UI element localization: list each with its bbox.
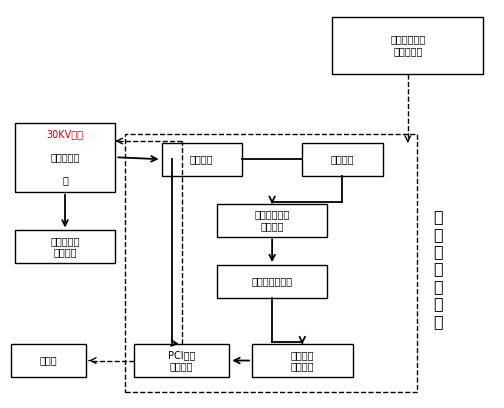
Bar	[15, 231, 115, 263]
Text: 源: 源	[62, 175, 68, 185]
Text: 小信号耦合装置: 小信号耦合装置	[251, 276, 293, 286]
Text: 30KV程控: 30KV程控	[46, 129, 84, 139]
Text: 多点信号
采集装置: 多点信号 采集装置	[290, 350, 314, 371]
Text: PCI远程
控制装置: PCI远程 控制装置	[168, 350, 196, 371]
Text: 程控宽程局部
放电校准仪: 程控宽程局部 放电校准仪	[390, 35, 425, 56]
Text: 高稳定度高压
分压装置: 高稳定度高压 分压装置	[255, 209, 290, 231]
Bar	[15, 123, 115, 192]
Bar	[333, 17, 483, 74]
Bar	[161, 143, 242, 175]
Bar	[11, 344, 86, 377]
Text: 高压直流电: 高压直流电	[50, 152, 80, 162]
Text: 无局放高压
电子开关: 无局放高压 电子开关	[50, 236, 80, 257]
Text: 信
号
采
集
子
系
统: 信 号 采 集 子 系 统	[433, 209, 443, 329]
Bar	[125, 134, 417, 392]
Bar	[217, 265, 328, 297]
Text: 上位机: 上位机	[40, 355, 57, 366]
Bar	[302, 143, 383, 175]
Bar	[134, 344, 229, 377]
Bar	[252, 344, 352, 377]
Bar	[217, 204, 328, 237]
Text: 试品电缆: 试品电缆	[331, 154, 354, 164]
Text: 空心电感: 空心电感	[190, 154, 214, 164]
